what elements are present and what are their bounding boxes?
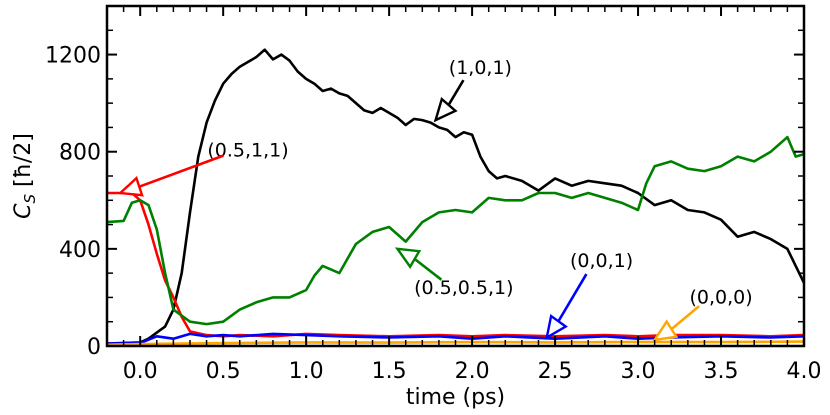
annotation-label-3: (0,0,1) bbox=[570, 250, 633, 272]
y-tick-label: 1200 bbox=[45, 44, 101, 69]
annotation-label-2: (0.5,0.5,1) bbox=[414, 277, 513, 299]
annotation-arrow-3 bbox=[557, 273, 588, 322]
x-tick-label: 0.5 bbox=[206, 359, 241, 384]
y-tick-label: 0 bbox=[87, 335, 101, 360]
y-axis-title: CS [ħ/2] bbox=[11, 133, 39, 219]
y-axis-title-sub: S bbox=[21, 194, 39, 204]
x-tick-label: 0.0 bbox=[123, 359, 158, 384]
x-tick-label: 3.0 bbox=[621, 359, 656, 384]
series-line-2 bbox=[106, 135, 805, 326]
annotation-arrow-2 bbox=[413, 257, 443, 281]
series-line-0 bbox=[106, 48, 806, 345]
annotation-arrow-4 bbox=[670, 305, 700, 331]
x-tick-label: 3.5 bbox=[704, 359, 739, 384]
series-line-1 bbox=[107, 191, 805, 338]
annotation-label-1: (0.5,1,1) bbox=[207, 140, 288, 162]
y-axis-title-main: C bbox=[11, 203, 36, 219]
annotation-label-0: (1,0,1) bbox=[449, 57, 512, 79]
series-line-4 bbox=[106, 340, 805, 347]
annotation-layer: (1,0,1) (0.5,1,1) (0.5,0.5,1) (0,0,1) (0,0,0… bbox=[117, 57, 753, 342]
y-tick-label: 800 bbox=[59, 141, 101, 166]
series-layer bbox=[106, 48, 806, 347]
annotation-arrow-0 bbox=[447, 79, 465, 106]
annotation-arrowhead-3 bbox=[545, 313, 568, 340]
annotation-label-4: (0,0,0) bbox=[689, 287, 752, 309]
x-tick-label: 1.0 bbox=[289, 359, 324, 384]
annotation-arrow-1 bbox=[138, 154, 224, 188]
x-tick-label: 1.5 bbox=[372, 359, 407, 384]
x-axis-title: time (ps) bbox=[406, 385, 505, 410]
annotation-arrowhead-4 bbox=[652, 319, 679, 342]
y-axis-title-unit: [ħ/2] bbox=[11, 133, 36, 194]
y-tick-label: 400 bbox=[59, 238, 101, 263]
annotation-arrowhead-2 bbox=[394, 247, 422, 269]
x-tick-label: 4.0 bbox=[787, 359, 822, 384]
annotation-arrowhead-1 bbox=[117, 176, 144, 197]
x-tick-label: 2.0 bbox=[455, 359, 490, 384]
tick-layer: 0.0 0.5 1.0 1.5 2.0 2.5 3.0 3.5 4.0 0 400 800 1200 bbox=[45, 6, 822, 384]
annotation-arrowhead-0 bbox=[433, 96, 458, 123]
x-tick-label: 2.5 bbox=[538, 359, 573, 384]
